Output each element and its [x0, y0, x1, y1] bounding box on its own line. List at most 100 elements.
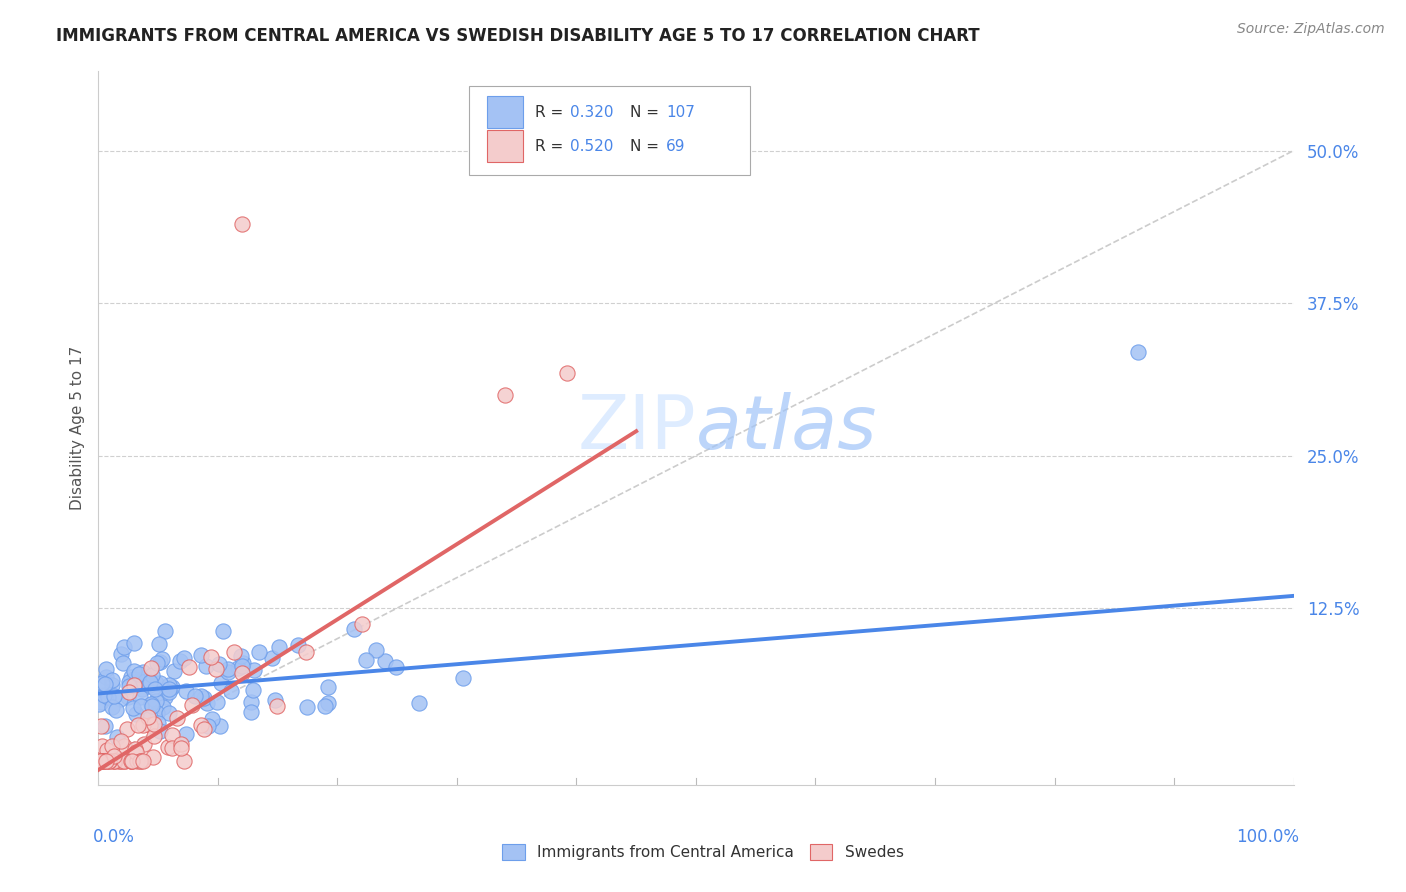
Point	[132, 718, 155, 732]
Point	[219, 684, 242, 698]
Point	[107, 730, 129, 744]
Text: ZIP: ZIP	[578, 392, 696, 465]
Point	[350, 617, 373, 632]
Point	[91, 739, 114, 754]
FancyBboxPatch shape	[486, 96, 523, 128]
Point	[267, 640, 290, 655]
Point	[104, 703, 127, 717]
Point	[97, 754, 120, 768]
Point	[128, 666, 150, 681]
Point	[231, 659, 253, 673]
Point	[374, 654, 396, 668]
Point	[120, 754, 142, 768]
Point	[343, 622, 366, 636]
Point	[193, 722, 215, 736]
Point	[98, 754, 121, 768]
Point	[190, 648, 212, 662]
Point	[242, 683, 264, 698]
Point	[183, 690, 205, 704]
Point	[166, 711, 188, 725]
Point	[208, 657, 231, 671]
Point	[173, 650, 195, 665]
Point	[555, 366, 578, 380]
Point	[295, 699, 318, 714]
Point	[1128, 345, 1150, 359]
Point	[129, 754, 152, 768]
Point	[209, 676, 232, 690]
Point	[194, 659, 217, 673]
Point	[101, 673, 124, 687]
Point	[364, 643, 387, 657]
Point	[173, 754, 195, 768]
Text: N =: N =	[630, 105, 664, 120]
Point	[120, 669, 142, 683]
Point	[247, 645, 270, 659]
Point	[103, 748, 125, 763]
Point	[139, 660, 162, 674]
Point	[190, 689, 212, 703]
Point	[127, 718, 149, 732]
Point	[121, 754, 143, 768]
Point	[205, 695, 228, 709]
Point	[208, 719, 231, 733]
Point	[90, 754, 112, 768]
Point	[179, 659, 201, 673]
Point	[118, 674, 141, 689]
Point	[263, 692, 285, 706]
Point	[295, 645, 318, 659]
Point	[232, 656, 254, 670]
Text: 100.0%: 100.0%	[1236, 828, 1299, 846]
Point	[97, 690, 120, 704]
Point	[174, 684, 197, 698]
Point	[408, 697, 430, 711]
Point	[125, 745, 148, 759]
Text: 69: 69	[666, 139, 686, 153]
Point	[200, 650, 222, 665]
Point	[262, 651, 284, 665]
Point	[122, 678, 145, 692]
Point	[287, 639, 309, 653]
Point	[145, 675, 167, 690]
Point	[115, 722, 138, 736]
Point	[148, 655, 170, 669]
Point	[239, 706, 262, 720]
Point	[114, 739, 136, 753]
Point	[157, 678, 180, 692]
Point	[108, 754, 131, 768]
Point	[89, 754, 111, 768]
Point	[90, 754, 112, 768]
Point	[385, 660, 408, 674]
Point	[110, 734, 132, 748]
Text: R =: R =	[534, 105, 568, 120]
Point	[138, 718, 160, 732]
Point	[91, 676, 114, 690]
Point	[157, 740, 180, 755]
Point	[229, 649, 252, 664]
Point	[124, 673, 146, 687]
Point	[160, 728, 183, 742]
Point	[212, 624, 235, 638]
Point	[120, 754, 142, 768]
Point	[201, 713, 224, 727]
Point	[148, 637, 170, 651]
Point	[142, 717, 165, 731]
Point	[110, 754, 132, 768]
Point	[141, 667, 163, 681]
Point	[129, 690, 152, 704]
Point	[146, 706, 169, 720]
Point	[193, 691, 215, 706]
Point	[217, 662, 239, 676]
Text: 0.520: 0.520	[571, 139, 614, 153]
Point	[101, 699, 124, 714]
Point	[110, 648, 132, 662]
Point	[110, 691, 132, 706]
Point	[93, 754, 115, 768]
Point	[101, 754, 124, 768]
Point	[239, 695, 262, 709]
Text: 0.0%: 0.0%	[93, 828, 135, 846]
Point	[112, 657, 135, 671]
Point	[96, 742, 118, 756]
Point	[142, 680, 165, 694]
Point	[93, 689, 115, 703]
Point	[494, 387, 516, 401]
